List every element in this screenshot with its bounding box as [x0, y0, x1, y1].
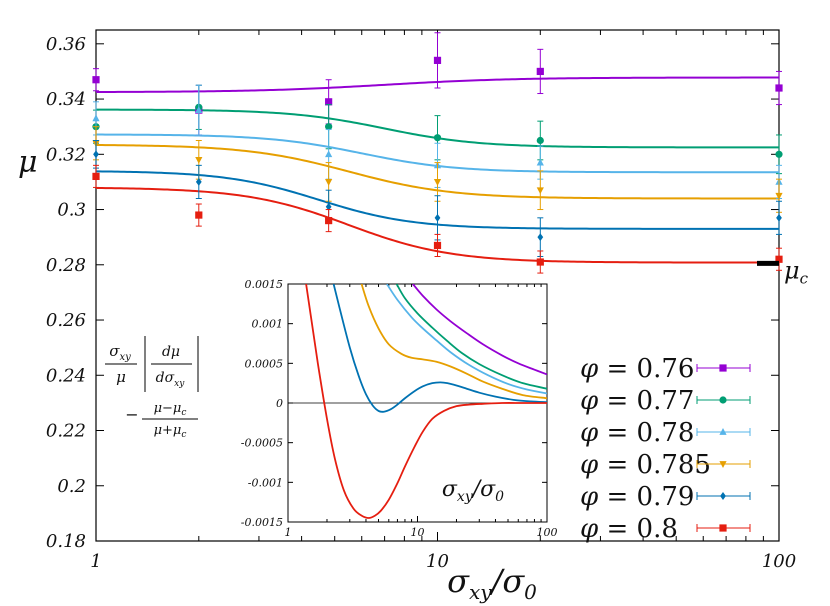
inset-y-tick-label: 0.001: [252, 318, 284, 331]
data-point-0.76: [536, 67, 544, 76]
legend-marker-0.78: [719, 428, 727, 435]
y-tick-label: 0.3: [57, 200, 86, 221]
data-point-0.8: [195, 211, 203, 219]
data-point-0.8: [433, 241, 442, 250]
inset-curve-0.79: [332, 284, 547, 413]
y-tick-label: 0.26: [46, 310, 86, 331]
data-point-0.78: [92, 114, 100, 122]
legend-marker-0.785: [719, 461, 727, 468]
inset-y-tick-label: -0.0015: [241, 516, 283, 529]
data-point-0.785: [433, 179, 442, 186]
data-point-0.77: [325, 123, 333, 131]
data-point-0.785: [775, 192, 783, 200]
data-point-0.79: [434, 213, 441, 222]
data-point-0.76: [775, 84, 783, 92]
inset-plot: -0.0015 -0.001 -0.0005 0 0.0005 0.001 0.0015 1 1…: [105, 278, 558, 539]
data-point-0.79: [776, 213, 782, 222]
data-point-0.785: [325, 179, 333, 186]
inset-curve-0.76: [412, 284, 547, 376]
data-point-0.77: [536, 136, 544, 145]
data-point-0.79: [93, 150, 99, 159]
legend-label-0.77: φ = 0.77: [580, 386, 694, 416]
inset-curve-0.8: [305, 284, 547, 519]
y-tick-label: 0.22: [46, 421, 86, 442]
inset-x-tick-label: 100: [537, 526, 558, 539]
data-point-0.8: [325, 216, 333, 225]
y-tick-label: 0.32: [46, 144, 86, 165]
label-sigma: σxy: [109, 342, 131, 363]
label-dsigma: dσxy: [156, 370, 186, 389]
inset-curve-0.785: [360, 284, 547, 400]
inset-x-tick-label: 10: [411, 526, 425, 539]
data-point-0.78: [195, 106, 203, 113]
y-tick-label: 0.24: [46, 365, 86, 386]
legend-marker-0.79: [720, 492, 726, 500]
data-point-0.79: [325, 202, 332, 211]
y-tick-label: 0.28: [46, 255, 86, 276]
data-point-0.8: [536, 258, 544, 266]
data-point-0.77: [433, 134, 442, 142]
x-tick-label: 1: [90, 551, 101, 572]
inset-curve-0.78: [386, 284, 547, 395]
legend-label-0.78: φ = 0.78: [580, 418, 694, 448]
legend-label-0.8: φ = 0.8: [580, 514, 678, 544]
y-axis-label: μ: [18, 145, 38, 180]
data-point-0.77: [775, 150, 783, 158]
legend-marker-0.77: [719, 396, 727, 404]
data-point-0.79: [195, 177, 202, 186]
inset-y-axis-label: σxy μ dμ dσxy− μ−μc μ+μc: [105, 336, 199, 440]
y-tick-label: 0.2: [57, 476, 86, 497]
label-mu: μ: [116, 368, 126, 386]
data-point-0.79: [537, 233, 544, 242]
data-point-0.76: [92, 76, 100, 84]
data-point-0.76: [325, 98, 333, 106]
y-tick-label: 0.34: [46, 89, 86, 110]
data-point-0.8: [92, 172, 100, 180]
data-point-0.78: [536, 158, 544, 166]
main-plot: 0.18 0.2 0.22 0.24 0.26 0.28 0.3 0.32 0.34 0.36 1 1…: [18, 29, 809, 604]
data-point-0.785: [195, 156, 203, 164]
legend-label-0.79: φ = 0.79: [580, 482, 694, 512]
inset-y-tick-label: 0: [276, 397, 283, 410]
legend-marker-0.76: [719, 364, 727, 372]
inset-curves: [305, 284, 547, 519]
data-point-0.785: [536, 187, 544, 195]
data-point-0.76: [433, 56, 442, 64]
label-mu-plus: μ+μc: [154, 423, 187, 440]
mu-c-label: μc: [784, 256, 809, 287]
inset-y-tick-label: -0.0005: [241, 437, 283, 450]
data-point-0.78: [325, 150, 333, 158]
legend-marker-0.8: [719, 524, 727, 532]
label-mu-minus: μ−μc: [154, 401, 187, 418]
inset-x-axis-label: σxy/σ0: [442, 477, 504, 505]
label-minus: −: [125, 405, 138, 424]
data-point-0.8: [775, 255, 783, 263]
legend-label-0.76: φ = 0.76: [580, 354, 694, 384]
inset-y-tick-label: 0.0015: [245, 278, 284, 291]
x-axis-label: σxy/σ0: [447, 562, 537, 604]
x-tick-label: 100: [762, 551, 796, 572]
label-dmu: dμ: [162, 344, 180, 360]
y-tick-label: 0.18: [46, 531, 86, 552]
legend-label-0.785: φ = 0.785: [580, 450, 711, 480]
x-tick-label: 10: [426, 551, 449, 572]
inset-y-tick-label: -0.001: [248, 476, 283, 489]
inset-x-tick-label: 1: [285, 526, 292, 539]
inset-curve-0.77: [395, 284, 547, 390]
inset-y-tick-label: 0.0005: [245, 357, 284, 370]
y-tick-label: 0.36: [46, 34, 86, 55]
